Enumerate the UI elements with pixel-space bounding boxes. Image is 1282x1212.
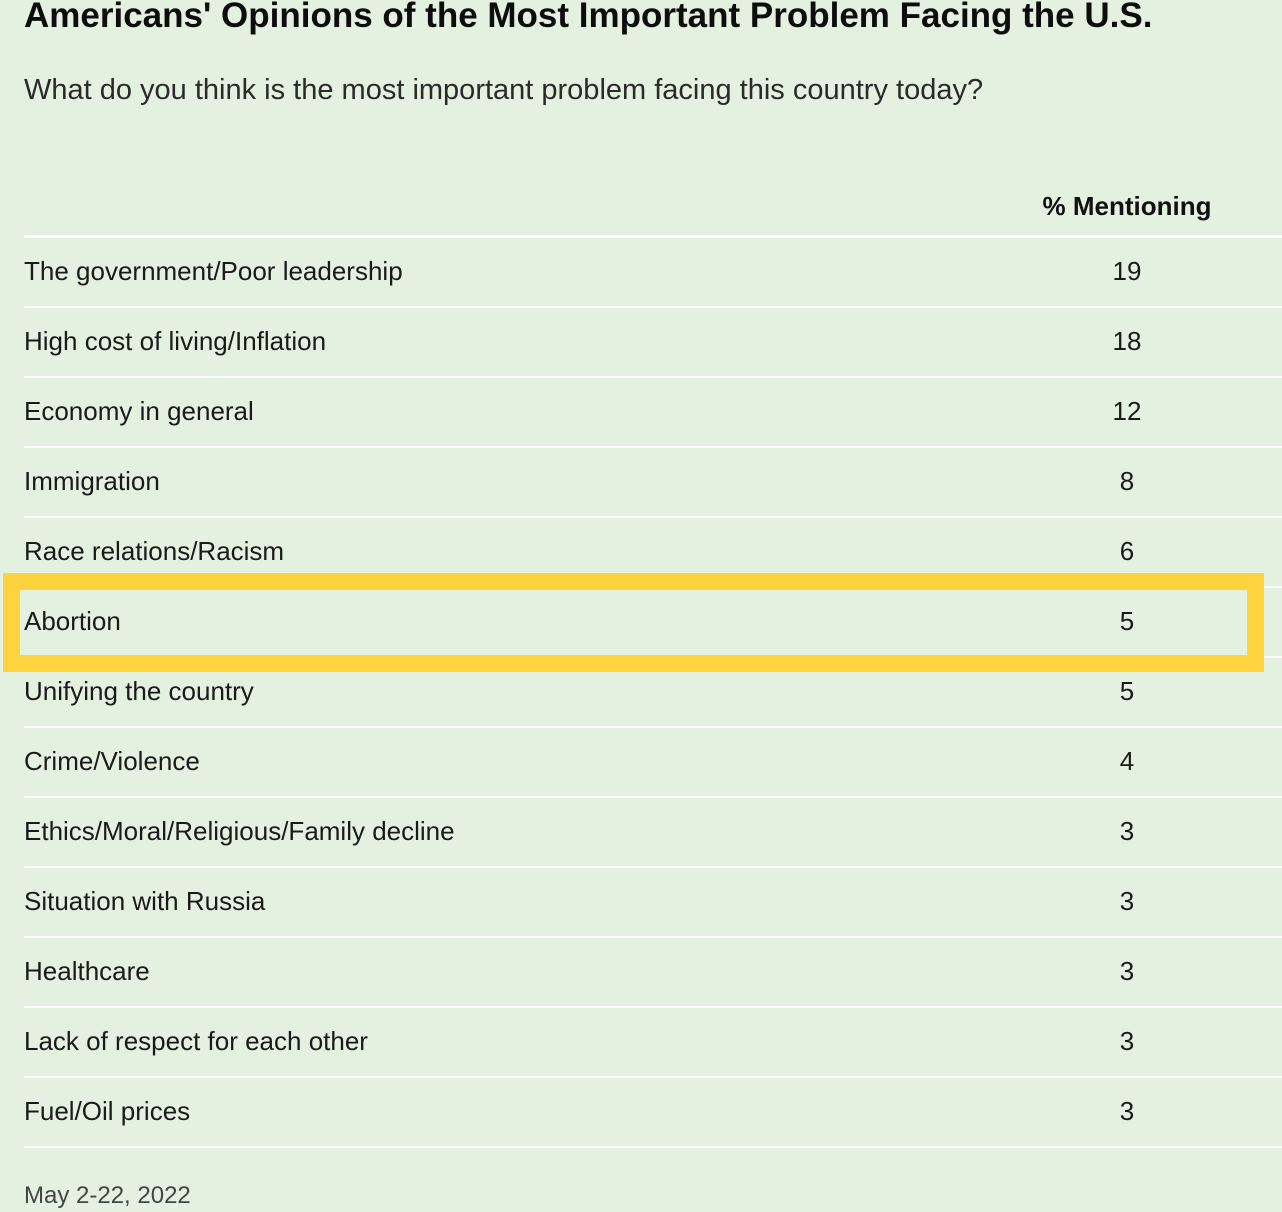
- row-label: Immigration: [24, 466, 160, 496]
- row-value: 3: [1119, 1026, 1135, 1056]
- row-label: High cost of living/Inflation: [24, 326, 327, 356]
- row-value: 19: [1112, 256, 1142, 286]
- row-label: Lack of respect for each other: [24, 1026, 368, 1056]
- row-label: Crime/Violence: [24, 746, 200, 776]
- row-label: Situation with Russia: [24, 886, 266, 916]
- row-value: 5: [1119, 606, 1135, 636]
- row-value: 5: [1119, 676, 1135, 706]
- row-value: 12: [1112, 396, 1142, 426]
- row-label: Economy in general: [24, 396, 254, 426]
- table-body: The government/Poor leadership 19 High cos…: [24, 238, 1282, 1148]
- row-value: 4: [1119, 746, 1135, 776]
- table-row: Crime/Violence 4: [24, 728, 1282, 798]
- header-divider: [24, 235, 1282, 238]
- chart-subtitle: What do you think is the most important …: [24, 74, 984, 106]
- table-row: Fuel/Oil prices 3: [24, 1078, 1282, 1148]
- table-row: Unifying the country 5: [24, 658, 1282, 728]
- table-row: Race relations/Racism 6: [24, 518, 1282, 588]
- row-label: Race relations/Racism: [24, 536, 285, 566]
- row-value: 3: [1119, 886, 1135, 916]
- chart-title: Americans' Opinions of the Most Importan…: [24, 0, 1153, 35]
- column-header-percent-mentioning: % Mentioning: [1042, 191, 1212, 221]
- row-value: 3: [1119, 816, 1135, 846]
- row-value: 6: [1119, 536, 1135, 566]
- table-row: Situation with Russia 3: [24, 868, 1282, 938]
- row-label: Unifying the country: [24, 676, 254, 706]
- row-value: 3: [1119, 956, 1135, 986]
- row-label: The government/Poor leadership: [24, 256, 403, 286]
- row-value: 8: [1119, 466, 1135, 496]
- table-row: The government/Poor leadership 19: [24, 238, 1282, 308]
- row-value: 18: [1112, 326, 1142, 356]
- table-row: Lack of respect for each other 3: [24, 1008, 1282, 1078]
- row-label: Abortion: [24, 606, 121, 636]
- table-row: Healthcare 3: [24, 938, 1282, 1008]
- row-label: Fuel/Oil prices: [24, 1096, 191, 1126]
- table-row: Economy in general 12: [24, 378, 1282, 448]
- row-label: Ethics/Moral/Religious/Family decline: [24, 816, 455, 846]
- table-row: Immigration 8: [24, 448, 1282, 518]
- table-row: Abortion 5: [24, 588, 1282, 658]
- footnote-date: May 2-22, 2022: [24, 1182, 191, 1209]
- table-row: Ethics/Moral/Religious/Family decline 3: [24, 798, 1282, 868]
- table-row: High cost of living/Inflation 18: [24, 308, 1282, 378]
- row-value: 3: [1119, 1096, 1135, 1126]
- row-label: Healthcare: [24, 956, 150, 986]
